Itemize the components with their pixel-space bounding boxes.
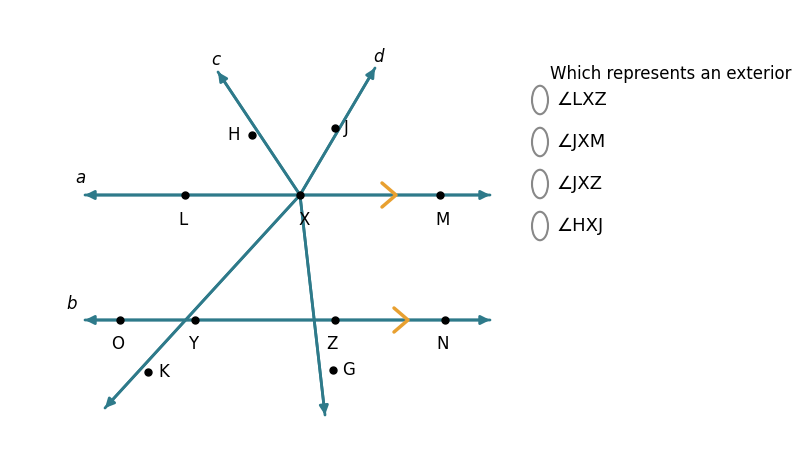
Text: L: L — [178, 211, 188, 229]
Text: H: H — [227, 126, 240, 144]
Text: ∠JXZ: ∠JXZ — [556, 175, 602, 193]
Text: Y: Y — [188, 335, 198, 353]
Text: Z: Z — [326, 335, 338, 353]
Text: N: N — [437, 335, 450, 353]
Text: O: O — [111, 335, 125, 353]
Text: G: G — [342, 361, 355, 379]
Text: a: a — [75, 169, 85, 187]
Text: M: M — [436, 211, 450, 229]
Text: ∠JXM: ∠JXM — [556, 133, 606, 151]
Text: J: J — [344, 119, 349, 137]
Text: K: K — [158, 363, 169, 381]
Text: Which represents an exterior: Which represents an exterior — [550, 65, 791, 83]
Text: c: c — [211, 51, 221, 69]
Text: d: d — [373, 48, 383, 66]
Text: b: b — [66, 295, 78, 313]
Text: ∠LXZ: ∠LXZ — [556, 91, 606, 109]
Text: ∠HXJ: ∠HXJ — [556, 217, 603, 235]
Text: X: X — [298, 211, 310, 229]
